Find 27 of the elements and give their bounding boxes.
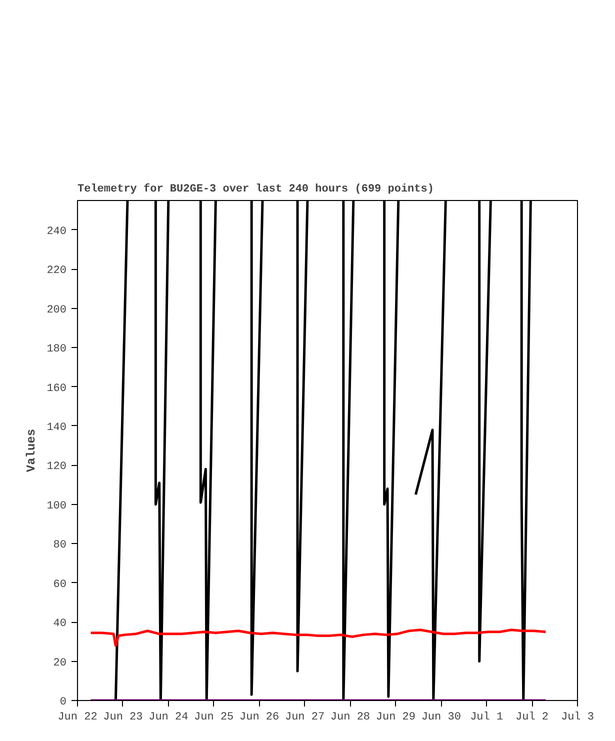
x-tick-label: Jun 30 xyxy=(421,712,461,724)
x-tick-label: Jun 23 xyxy=(103,712,143,724)
x-tick-label: Jun 25 xyxy=(194,712,234,724)
y-tick-label: 40 xyxy=(53,618,66,630)
x-tick-label: Jul 1 xyxy=(470,712,504,724)
y-tick-label: 120 xyxy=(46,461,67,474)
x-tick-label: Jun 27 xyxy=(284,712,325,724)
x-tick-label: Jul 3 xyxy=(560,712,594,724)
y-tick-label: 60 xyxy=(53,578,66,591)
x-tick-label: Jun 29 xyxy=(376,712,416,724)
y-tick-label: 140 xyxy=(46,422,67,434)
x-tick-label: Jun 26 xyxy=(240,712,280,724)
y-axis-title: Values xyxy=(24,428,39,472)
y-tick-label: 20 xyxy=(53,657,66,670)
y-tick-label: 180 xyxy=(46,344,67,356)
x-tick-label: Jun 24 xyxy=(148,712,189,724)
y-tick-label: 80 xyxy=(53,540,66,552)
y-tick-label: 100 xyxy=(46,500,67,512)
x-tick-label: Jul 2 xyxy=(516,712,549,724)
chart-title: Telemetry for BU2GE-3 over last 240 hours (699 points) xyxy=(78,182,434,196)
y-tick-label: 160 xyxy=(46,382,67,395)
y-tick-label: 200 xyxy=(46,304,67,316)
x-tick-label: Jun 28 xyxy=(330,712,370,724)
y-tick-label: 220 xyxy=(46,265,67,278)
y-tick-label: 0 xyxy=(60,696,67,708)
x-tick-label: Jun 22 xyxy=(58,712,98,724)
y-tick-label: 240 xyxy=(46,226,67,238)
